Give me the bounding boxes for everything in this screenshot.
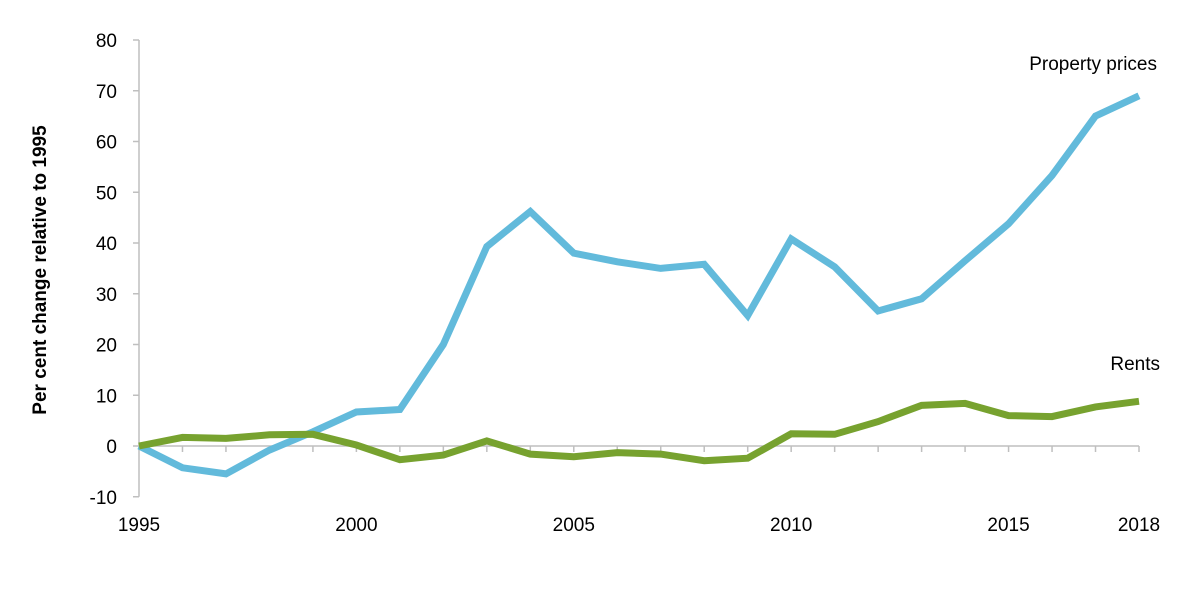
- x-tick-label: 2018: [1118, 515, 1160, 536]
- rents-line: [138, 397, 1140, 465]
- y-tick-label: 0: [106, 437, 117, 458]
- x-tick-label: 1995: [118, 515, 160, 536]
- y-tick-label: 10: [96, 386, 117, 407]
- x-tick-label: 2005: [553, 515, 595, 536]
- y-tick-label: 20: [96, 336, 117, 357]
- x-axis: 1995 2000 2005 2010 2015 2018: [118, 445, 1160, 536]
- rents-label: Rents: [1110, 354, 1160, 375]
- property-prices-line: [137, 92, 1141, 478]
- y-tick-label: 40: [96, 234, 117, 255]
- y-axis: -10 0 10 20 30 40 50 60 70 80: [90, 31, 140, 509]
- x-tick-label: 2010: [770, 515, 812, 536]
- y-tick-label: 50: [96, 183, 117, 204]
- series-lines: [137, 92, 1141, 478]
- y-tick-label: 80: [96, 31, 117, 52]
- x-tick-label: 2015: [987, 515, 1029, 536]
- y-tick-label: 60: [96, 133, 117, 154]
- x-tick-label: 2000: [335, 515, 377, 536]
- y-tick-label: -10: [90, 488, 117, 509]
- y-tick-label: 70: [96, 82, 117, 103]
- y-axis-title: Per cent change relative to 1995: [30, 125, 51, 415]
- property-prices-label: Property prices: [1029, 54, 1157, 75]
- y-tick-label: 30: [96, 285, 117, 306]
